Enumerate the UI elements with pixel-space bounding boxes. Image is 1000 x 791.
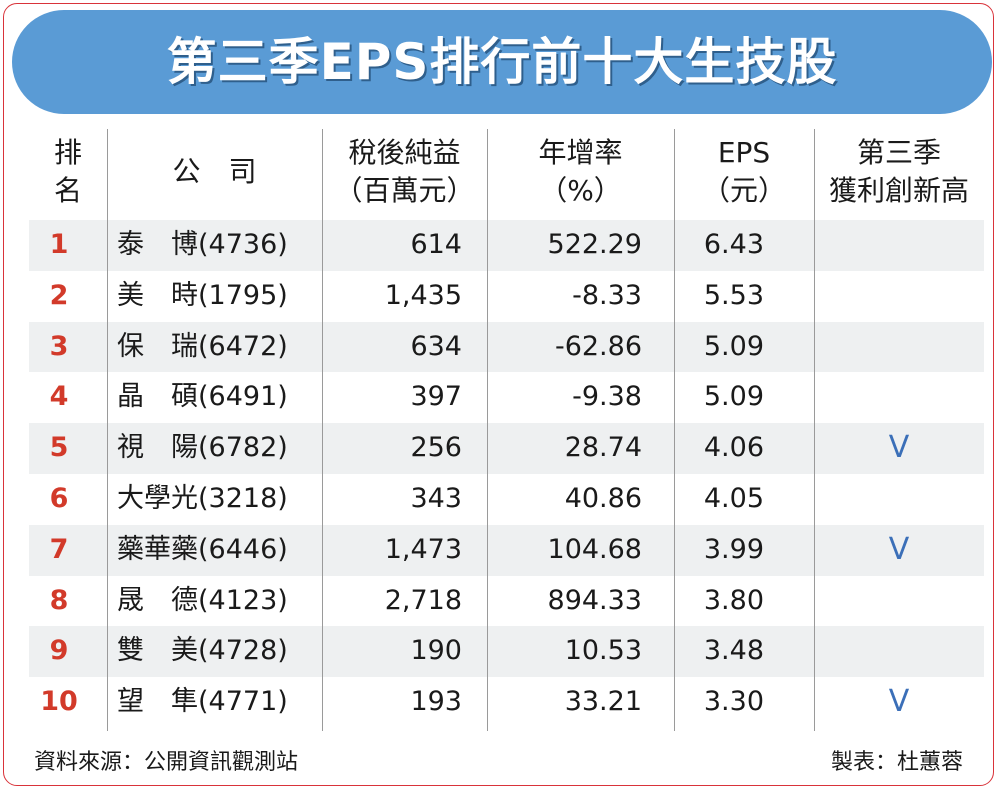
cell-company: 藥華藥(6446) xyxy=(117,533,288,565)
cell-company: 雙 美(4728) xyxy=(117,635,288,667)
header-record-line1: 第三季 xyxy=(856,136,941,169)
header-growth-line2: （%） xyxy=(539,174,622,207)
chart-frame: 第三季EPS排行前十大生技股 排 名 公 司 稅後純益 （百萬元） 年增率 （%… xyxy=(3,3,994,786)
header-company: 公 司 xyxy=(107,124,322,220)
chart-title: 第三季EPS排行前十大生技股 xyxy=(166,33,838,91)
cell-record xyxy=(814,576,984,627)
header-company-label: 公 司 xyxy=(172,155,257,188)
column-divider xyxy=(487,129,488,731)
cell-company: 晶 碩(6491) xyxy=(117,381,288,413)
cell-eps: 3.30 xyxy=(703,686,764,718)
cell-record: V xyxy=(888,531,910,567)
cell-rank: 9 xyxy=(49,635,69,667)
cell-eps: 4.06 xyxy=(703,432,764,464)
header-net-income: 稅後純益 （百萬元） xyxy=(322,124,487,220)
header-record: 第三季 獲利創新高 xyxy=(814,124,984,220)
header-rank-line1: 排 xyxy=(53,136,82,169)
column-divider xyxy=(814,129,815,731)
table-row: 8 晟 德(4123) 2,718 894.33 3.80 xyxy=(29,576,984,627)
cell-eps: 3.80 xyxy=(703,584,764,616)
cell-growth: 104.68 xyxy=(547,533,642,565)
cell-record xyxy=(814,271,984,322)
table-row: 5 視 陽(6782) 256 28.74 4.06 V xyxy=(29,423,984,474)
table-row: 7 藥華藥(6446) 1,473 104.68 3.99 V xyxy=(29,524,984,576)
cell-net: 343 xyxy=(410,483,462,514)
cell-growth: -8.33 xyxy=(572,279,642,311)
header-rank: 排 名 xyxy=(29,124,107,220)
cell-eps: 5.09 xyxy=(703,330,764,362)
cell-rank: 5 xyxy=(49,432,69,464)
cell-growth: -9.38 xyxy=(572,381,642,413)
cell-rank: 4 xyxy=(49,381,69,413)
cell-record xyxy=(814,626,984,677)
column-divider xyxy=(107,129,108,731)
header-net-line2: （百萬元） xyxy=(334,174,475,207)
cell-company: 保 瑞(6472) xyxy=(117,330,288,362)
header-eps: EPS （元） xyxy=(674,124,814,220)
cell-growth: -62.86 xyxy=(554,330,642,362)
cell-record: V xyxy=(888,684,910,720)
cell-record xyxy=(814,220,984,271)
cell-growth: 33.21 xyxy=(564,686,642,718)
header-net-line1: 稅後純益 xyxy=(348,136,461,169)
cell-company: 視 陽(6782) xyxy=(117,432,288,464)
cell-growth: 40.86 xyxy=(564,483,642,514)
cell-net: 2,718 xyxy=(384,584,462,616)
cell-rank: 2 xyxy=(49,279,69,311)
cell-rank: 8 xyxy=(49,584,69,616)
cell-rank: 10 xyxy=(40,686,78,718)
cell-rank: 7 xyxy=(49,533,69,565)
cell-net: 256 xyxy=(410,432,462,464)
cell-net: 1,473 xyxy=(384,533,462,565)
cell-rank: 3 xyxy=(49,330,69,362)
cell-eps: 5.53 xyxy=(703,279,764,311)
cell-company: 晟 德(4123) xyxy=(117,584,288,616)
cell-growth: 894.33 xyxy=(547,584,642,616)
column-divider xyxy=(322,129,323,731)
cell-record xyxy=(814,474,984,525)
header-growth: 年增率 （%） xyxy=(487,124,674,220)
cell-company: 大學光(3218) xyxy=(117,483,288,514)
cell-eps: 6.43 xyxy=(703,229,764,260)
cell-net: 193 xyxy=(410,686,462,718)
table-row: 1 泰 博(4736) 614 522.29 6.43 xyxy=(29,220,984,271)
table-row: 2 美 時(1795) 1,435 -8.33 5.53 xyxy=(29,271,984,322)
cell-company: 美 時(1795) xyxy=(117,279,288,311)
table-row: 9 雙 美(4728) 190 10.53 3.48 xyxy=(29,626,984,678)
footer-source: 資料來源：公開資訊觀測站 xyxy=(34,750,299,775)
cell-record: V xyxy=(888,430,910,466)
cell-eps: 3.48 xyxy=(703,635,764,667)
table-row: 4 晶 碩(6491) 397 -9.38 5.09 xyxy=(29,372,984,423)
table-row: 10 望 隼(4771) 193 33.21 3.30 V xyxy=(29,677,984,728)
title-banner: 第三季EPS排行前十大生技股 xyxy=(12,10,992,114)
table-row: 3 保 瑞(6472) 634 -62.86 5.09 xyxy=(29,321,984,373)
cell-net: 397 xyxy=(410,381,462,413)
cell-growth: 28.74 xyxy=(564,432,642,464)
cell-record xyxy=(814,322,984,373)
cell-growth: 522.29 xyxy=(547,229,642,260)
header-rank-line2: 名 xyxy=(53,174,82,207)
cell-company: 泰 博(4736) xyxy=(117,229,288,260)
cell-rank: 1 xyxy=(49,229,69,260)
cell-record xyxy=(814,372,984,423)
footer-maker: 製表：杜蕙蓉 xyxy=(830,750,963,775)
cell-eps: 4.05 xyxy=(703,483,764,514)
cell-net: 1,435 xyxy=(384,279,462,311)
column-divider xyxy=(674,129,675,731)
cell-eps: 5.09 xyxy=(703,381,764,413)
table-row: 6 大學光(3218) 343 40.86 4.05 xyxy=(29,474,984,525)
header-eps-line2: （元） xyxy=(701,174,786,207)
cell-eps: 3.99 xyxy=(703,533,764,565)
cell-rank: 6 xyxy=(49,483,69,514)
cell-growth: 10.53 xyxy=(564,635,642,667)
cell-net: 614 xyxy=(410,229,462,260)
header-growth-line1: 年增率 xyxy=(538,136,623,169)
header-eps-line1: EPS xyxy=(717,136,771,169)
header-record-line2: 獲利創新高 xyxy=(828,174,969,207)
cell-net: 634 xyxy=(410,330,462,362)
cell-company: 望 隼(4771) xyxy=(117,686,288,718)
cell-net: 190 xyxy=(410,635,462,667)
